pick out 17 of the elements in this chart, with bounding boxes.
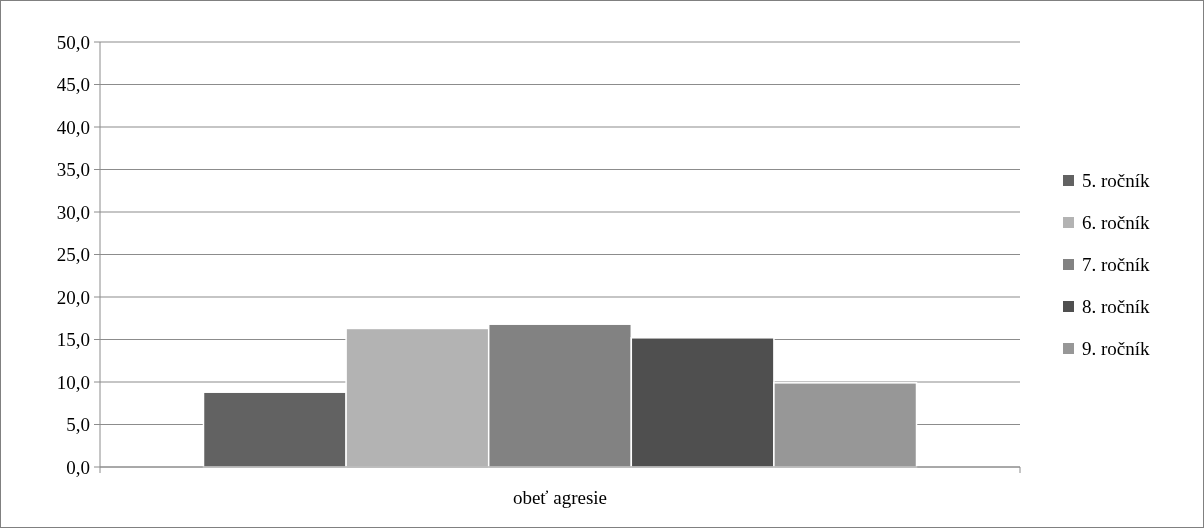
- legend-label: 7. ročník: [1082, 253, 1151, 275]
- y-tick-label: 25,0: [56, 244, 90, 266]
- y-tick-label: 30,0: [56, 201, 90, 223]
- legend-label: 9. ročník: [1082, 337, 1151, 359]
- y-tick-label: 15,0: [56, 329, 90, 351]
- y-tick-label: 40,0: [56, 116, 90, 138]
- y-tick-label: 10,0: [56, 371, 90, 393]
- y-tick-label: 5,0: [66, 414, 90, 436]
- legend-label: 5. ročník: [1082, 169, 1151, 191]
- legend-label: 6. ročník: [1082, 211, 1151, 233]
- y-tick-label: 50,0: [56, 31, 90, 53]
- x-tick-label: obeť agresie: [512, 487, 608, 508]
- legend-label: 8. ročník: [1082, 295, 1151, 317]
- y-tick-label: 35,0: [56, 159, 90, 181]
- y-tick-label: 0,0: [66, 456, 90, 478]
- y-tick-label: 45,0: [56, 74, 90, 96]
- y-tick-label: 20,0: [56, 286, 90, 308]
